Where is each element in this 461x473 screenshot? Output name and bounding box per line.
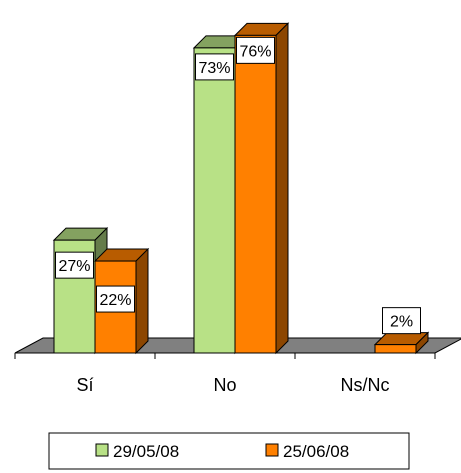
data-label-text: 22%: [99, 292, 131, 309]
data-label-box: [55, 251, 94, 279]
legend-swatch: [95, 443, 109, 457]
bar: [373, 331, 430, 355]
x-tick-label: Sí: [76, 375, 93, 395]
data-labels: 27% 22% 73% 76% 2%: [55, 36, 421, 335]
bar-side: [135, 247, 149, 355]
bar-front: [193, 47, 236, 354]
data-label-text: 76%: [239, 43, 271, 60]
bar-side: [275, 22, 289, 355]
data-label: 73%: [195, 53, 234, 81]
data-label-text: 27%: [58, 258, 90, 275]
legend-entry: 25/06/08: [265, 442, 349, 461]
x-axis: Sí No Ns/Nc: [14, 352, 436, 395]
bar: [233, 22, 290, 355]
data-label-box: [96, 285, 135, 313]
bar-front: [374, 344, 417, 354]
data-label: 2%: [382, 307, 421, 335]
data-label: 76%: [236, 36, 275, 64]
data-label-box: [382, 307, 421, 335]
legend-swatch: [265, 443, 279, 457]
data-label: 27%: [55, 251, 94, 279]
data-label: 22%: [96, 285, 135, 313]
legend-entry: 29/05/08: [95, 442, 179, 461]
data-label-text: 73%: [198, 60, 230, 77]
x-tick-label: Ns/Nc: [341, 375, 390, 395]
legend-label: 29/05/08: [113, 442, 179, 461]
data-label-box: [236, 36, 275, 64]
data-label-text: 2%: [390, 314, 413, 331]
data-label-box: [195, 53, 234, 81]
x-tick-label: No: [213, 375, 236, 395]
legend-box: [48, 432, 410, 470]
legend: 29/05/08 25/06/08: [48, 432, 410, 470]
legend-label: 25/06/08: [283, 442, 349, 461]
bar-front: [234, 34, 277, 354]
